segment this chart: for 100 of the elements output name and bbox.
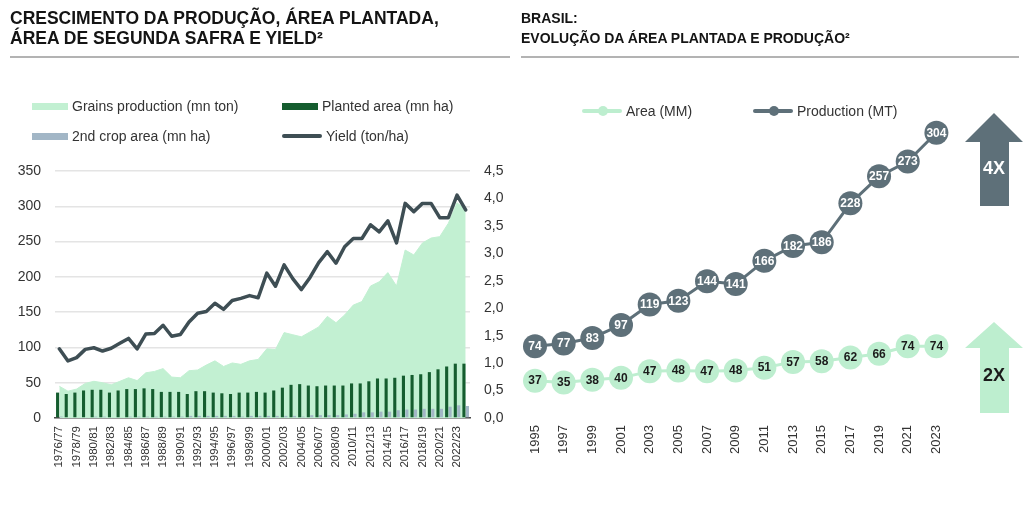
x-tick-label: 2023 (927, 425, 943, 454)
bar (99, 389, 103, 418)
y-tick-label: 300 (17, 197, 42, 214)
bar (90, 389, 94, 418)
bar (310, 415, 314, 418)
y-tick-label: 0 (33, 408, 42, 425)
bar (453, 363, 457, 418)
y2-tick-label: 0,0 (484, 408, 504, 425)
bar (272, 390, 276, 418)
bar (237, 392, 241, 418)
data-label: 35 (556, 375, 571, 390)
bar (431, 408, 435, 418)
legend-label: Production (MT) (797, 103, 898, 119)
x-tick-label: 2012/13 (363, 426, 376, 468)
x-tick-label: 2019 (870, 425, 886, 454)
bar (203, 391, 207, 418)
bar (81, 390, 86, 418)
data-label: 186 (811, 235, 833, 250)
bar (116, 390, 120, 418)
bar (254, 391, 258, 418)
data-label: 119 (640, 297, 660, 312)
data-label: 66 (872, 346, 887, 361)
bar (107, 392, 112, 418)
data-label: 47 (643, 364, 657, 379)
x-tick-label: 1995 (526, 425, 542, 454)
y2-tick-label: 3,5 (484, 216, 504, 233)
bar (367, 381, 371, 418)
x-tick-label: 1982/83 (104, 426, 117, 468)
x-tick-label: 2002/03 (277, 426, 290, 468)
x-tick-label: 2007 (698, 425, 714, 454)
data-label: 144 (697, 274, 718, 289)
data-label: 57 (786, 354, 801, 369)
bar (350, 383, 354, 418)
x-tick-label: 1976/77 (52, 426, 65, 468)
y-tick-label: 250 (17, 232, 42, 249)
bar (298, 384, 302, 418)
bar (401, 375, 405, 418)
y-tick-label: 50 (25, 373, 42, 390)
x-tick-label: 2015 (813, 425, 829, 454)
data-label: 48 (671, 363, 686, 378)
x-tick-label: 2020/21 (432, 426, 445, 468)
bar (362, 412, 366, 418)
x-tick-label: 2010/11 (346, 426, 359, 467)
x-tick-label: 1996/97 (225, 426, 238, 468)
bar (159, 391, 163, 418)
x-tick-label: 1986/87 (138, 426, 151, 468)
bar (370, 412, 374, 418)
x-tick-label: 2000/01 (259, 426, 272, 468)
data-label: 38 (585, 372, 600, 387)
y2-tick-label: 3,0 (484, 244, 504, 261)
x-tick-label: 2013 (784, 425, 800, 454)
bar (457, 405, 461, 418)
x-tick-label: 2005 (669, 425, 685, 454)
legend-label: Yield (ton/ha) (326, 128, 409, 144)
bar (246, 392, 250, 418)
x-tick-label: 2022/23 (450, 426, 463, 468)
bar (336, 415, 340, 418)
x-tick-label: 1999 (583, 425, 599, 454)
x-tick-label: 1984/85 (121, 426, 134, 468)
x-tick-label: 1998/99 (242, 426, 255, 468)
data-label: 77 (556, 336, 571, 351)
x-tick-label: 2014/15 (381, 426, 394, 468)
x-tick-label: 2003 (641, 425, 657, 454)
x-tick-label: 1997 (555, 425, 571, 454)
x-tick-label: 1978/79 (69, 426, 82, 468)
bar (448, 406, 452, 418)
text: 4X (982, 157, 1006, 179)
bar (177, 391, 181, 418)
bar (341, 385, 345, 418)
bar (318, 415, 322, 418)
bar (439, 408, 444, 418)
bar (393, 377, 397, 418)
bar (142, 388, 146, 418)
data-label: 257 (869, 169, 890, 184)
x-tick-label: 2021 (899, 425, 915, 454)
bar (56, 392, 60, 418)
chart-title: CRESCIMENTO DA PRODUÇÃO, ÁREA PLANTADA, ÁREA DE SEGUNDA SAFRA E YIELD² (10, 8, 439, 48)
data-label: 48 (729, 363, 743, 378)
bar (315, 386, 319, 418)
bar (379, 411, 383, 418)
x-tick-label: 1990/91 (173, 426, 186, 468)
x-tick-label: 2004/05 (294, 426, 307, 468)
y2-tick-label: 1,5 (484, 326, 504, 343)
bar (422, 408, 426, 418)
bar (462, 363, 466, 418)
legend-label: Planted area (mn ha) (322, 98, 454, 114)
y2-tick-label: 2,5 (484, 271, 504, 288)
data-label: 228 (840, 196, 861, 211)
bar (185, 394, 189, 418)
y2-tick-label: 4,5 (484, 161, 504, 178)
bar (419, 374, 423, 418)
bar (228, 394, 233, 418)
x-tick-label: 2016/17 (398, 426, 411, 468)
data-label: 123 (668, 293, 689, 308)
data-label: 74 (901, 339, 915, 354)
bar (353, 413, 357, 418)
bar (445, 366, 449, 418)
y-tick-label: 150 (17, 303, 42, 319)
data-label: 62 (843, 350, 858, 365)
data-label: 166 (754, 253, 775, 268)
